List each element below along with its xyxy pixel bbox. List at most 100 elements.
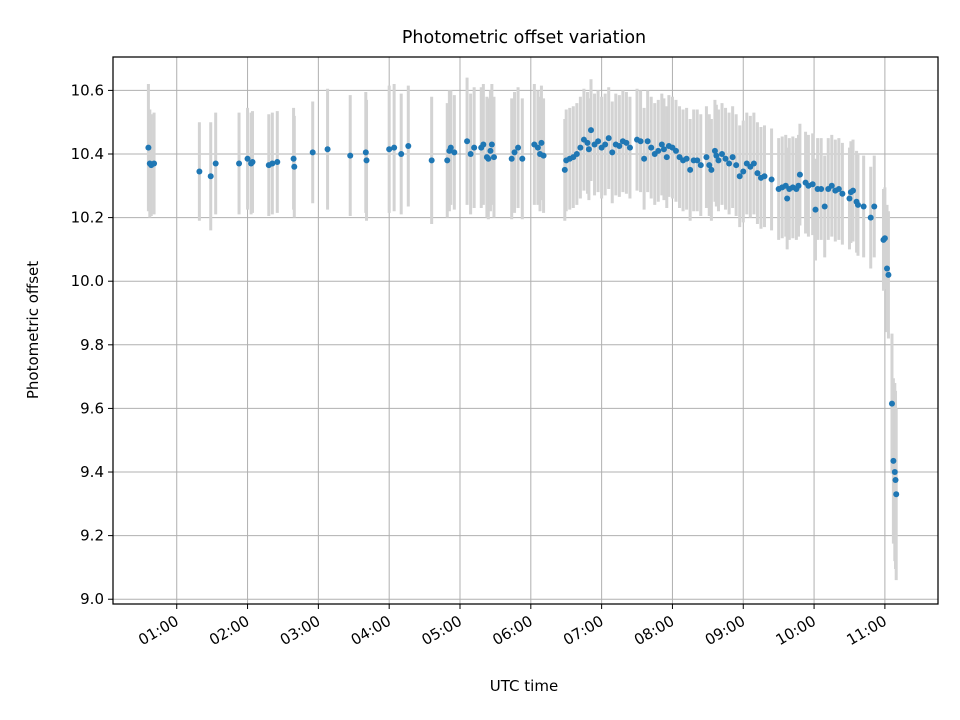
y-axis-label: Photometric offset — [24, 261, 42, 399]
data-point — [145, 144, 152, 151]
data-point — [687, 166, 694, 173]
data-point — [290, 155, 297, 162]
data-point — [573, 150, 580, 157]
data-point — [846, 195, 853, 202]
data-point — [428, 157, 435, 164]
data-point — [324, 146, 331, 153]
data-point — [890, 457, 897, 464]
y-tick-label: 9.8 — [80, 336, 104, 354]
data-point — [697, 162, 704, 169]
data-point — [761, 173, 768, 180]
data-point — [595, 138, 602, 145]
y-tick-label: 10.4 — [71, 145, 104, 163]
data-point — [444, 157, 451, 164]
data-point — [885, 271, 892, 278]
data-point — [386, 146, 393, 153]
data-point — [540, 152, 547, 159]
data-point — [683, 155, 690, 162]
x-tick-label: 01:00 — [135, 612, 181, 649]
data-point — [508, 155, 515, 162]
data-point — [347, 152, 354, 159]
data-point — [362, 149, 369, 156]
y-tick-label: 9.6 — [80, 399, 104, 417]
data-point — [602, 141, 609, 148]
data-point — [867, 214, 874, 221]
x-axis-label: UTC time — [490, 677, 558, 695]
x-tick-label: 10:00 — [773, 612, 819, 649]
x-tick-label: 05:00 — [419, 612, 465, 649]
x-tick-label: 04:00 — [348, 612, 394, 649]
data-point — [711, 147, 718, 154]
data-point — [534, 144, 541, 151]
data-point — [881, 235, 888, 242]
data-point — [151, 160, 158, 167]
grid-lines — [113, 57, 938, 604]
y-tick-label: 10.0 — [71, 272, 104, 290]
data-point — [269, 160, 276, 167]
data-point — [658, 141, 665, 148]
data-point — [733, 162, 740, 169]
data-point — [467, 150, 474, 157]
data-point — [196, 168, 203, 175]
data-point — [796, 171, 803, 178]
data-point — [713, 152, 720, 159]
data-point — [309, 149, 316, 156]
data-point — [694, 157, 701, 164]
data-point — [795, 182, 802, 189]
data-point — [274, 158, 281, 165]
data-point — [706, 162, 713, 169]
data-point — [719, 150, 726, 157]
data-point — [893, 491, 900, 498]
data-point — [784, 195, 791, 202]
data-point — [605, 135, 612, 142]
y-tick-label: 10.6 — [71, 81, 104, 99]
data-point — [703, 154, 710, 161]
x-tick-label: 02:00 — [206, 612, 252, 649]
data-point — [809, 181, 816, 188]
data-points — [145, 127, 900, 498]
data-point — [391, 144, 398, 151]
data-point — [729, 154, 736, 161]
data-point — [405, 143, 412, 150]
data-point — [244, 155, 251, 162]
data-point — [892, 476, 899, 483]
data-point — [488, 141, 495, 148]
data-point — [708, 166, 715, 173]
data-point — [236, 160, 243, 167]
data-point — [828, 182, 835, 189]
data-point — [616, 143, 623, 150]
data-point — [561, 166, 568, 173]
data-point — [672, 147, 679, 154]
x-tick-label: 09:00 — [702, 612, 748, 649]
plot-area-frame — [112, 56, 939, 605]
x-tick-label: 07:00 — [560, 612, 606, 649]
data-point — [812, 206, 819, 213]
data-point — [860, 203, 867, 210]
data-point — [871, 203, 878, 210]
data-point — [884, 265, 891, 272]
x-tick-label: 08:00 — [631, 612, 677, 649]
data-point — [888, 400, 895, 407]
data-point — [451, 149, 458, 156]
data-point — [577, 144, 584, 151]
y-tick-label: 9.0 — [80, 590, 104, 608]
data-point — [663, 154, 670, 161]
error-bars — [146, 77, 898, 581]
data-point — [715, 157, 722, 164]
data-point — [207, 173, 214, 180]
data-point — [584, 139, 591, 146]
data-point — [660, 146, 667, 153]
data-point — [821, 203, 828, 210]
data-point — [641, 155, 648, 162]
data-point — [850, 187, 857, 194]
data-point — [249, 158, 256, 165]
x-axis-ticks: 01:00 02:00 03:00 04:00 05:00 06:00 07:00 08:00… — [135, 604, 890, 649]
y-tick-label: 9.2 — [80, 527, 104, 545]
y-axis-ticks: 9.0 9.2 9.4 9.6 9.8 10.0 10.2 10.4 10.6 — [71, 81, 113, 608]
data-point — [609, 149, 616, 156]
y-tick-label: 10.2 — [71, 209, 104, 227]
data-point — [722, 155, 729, 162]
data-point — [648, 144, 655, 151]
data-point — [538, 139, 545, 146]
